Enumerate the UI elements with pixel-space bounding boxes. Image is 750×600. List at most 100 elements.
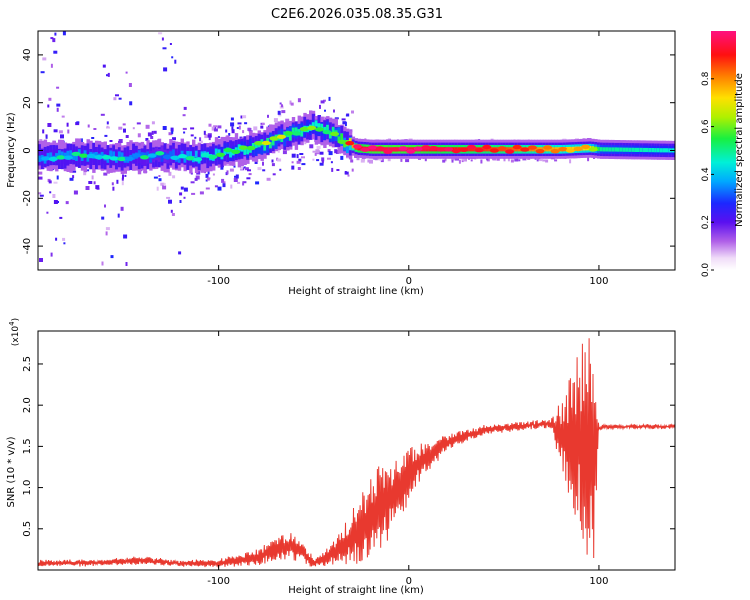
spectrogram-noise-cell xyxy=(334,149,338,154)
spectrogram-noise-cell xyxy=(367,159,370,163)
spectrogram-noise-cell xyxy=(237,181,241,184)
spectrogram-ridge-cell xyxy=(100,151,105,159)
spectrogram-noise-cell xyxy=(124,174,127,177)
spectrogram-ridge-cell xyxy=(89,152,93,165)
spectrogram-peak-cell xyxy=(63,155,73,160)
spectrogram-xtick-label: 0 xyxy=(406,276,412,287)
spectrogram-noise-cell xyxy=(122,174,124,179)
spectrogram-noise-cell xyxy=(255,181,260,185)
spectrogram-xlabel: Height of straight line (km) xyxy=(288,286,424,297)
spectrogram-noise-cell xyxy=(248,173,252,176)
spectrogram-noise-cell xyxy=(327,157,331,160)
spectrogram-noise-cell xyxy=(40,71,45,74)
spectrogram-noise-cell xyxy=(230,122,235,127)
spectrogram-peak-cell xyxy=(489,148,499,153)
spectrogram-peak-cell xyxy=(413,146,423,151)
colorbar-tick-label: 0.4 xyxy=(701,167,711,182)
spectrogram-noise-cell xyxy=(254,161,258,164)
spectrogram-noise-cell xyxy=(190,134,194,137)
spectrogram-ridge-cell xyxy=(619,147,624,152)
spectrogram-noise-cell xyxy=(301,156,305,159)
spectrogram-peak-cell xyxy=(398,146,408,151)
spectrogram-peak-cell xyxy=(86,153,96,159)
spectrogram-noise-cell xyxy=(87,169,90,172)
spectrogram-noise-cell xyxy=(113,97,117,101)
spectrogram-noise-cell xyxy=(244,167,249,171)
spectrogram-noise-cell xyxy=(273,118,278,123)
spectrogram-noise-cell xyxy=(281,104,283,108)
spectrogram-noise-cell xyxy=(125,135,129,138)
spectrogram-noise-cell xyxy=(50,252,53,257)
spectrogram-ridge-cell xyxy=(331,126,336,134)
spectrogram-noise-cell xyxy=(319,104,321,109)
spectrogram-noise-cell xyxy=(88,181,93,184)
spectrogram-ridge-cell xyxy=(112,151,116,158)
spectrogram-noise-cell xyxy=(277,158,282,162)
spectrogram-ridge-cell xyxy=(386,147,390,152)
spectrogram-noise-cell xyxy=(168,199,172,204)
spectrogram-peak-cell xyxy=(330,131,340,137)
spectrogram-peak-cell xyxy=(147,153,157,158)
spectrogram-noise-cell xyxy=(42,57,47,61)
spectrogram-noise-cell xyxy=(183,196,186,199)
snr-ytick-label: 2.0 xyxy=(22,397,33,413)
spectrogram-noise-cell xyxy=(166,196,171,199)
snr-ytick-label: 1.5 xyxy=(22,438,33,454)
spectrogram-noise-cell xyxy=(226,170,229,175)
spectrogram-peak-cell xyxy=(581,144,591,149)
spectrogram-peak-cell xyxy=(155,151,165,156)
spectrogram-noise-cell xyxy=(48,97,52,101)
spectrogram-noise-cell xyxy=(239,166,243,170)
spectrogram-ridge-cell xyxy=(451,147,455,152)
spectrogram-peak-cell xyxy=(102,155,111,160)
spectrogram-peak-cell xyxy=(162,154,172,160)
spectrogram-ridge-cell xyxy=(340,133,344,140)
spectrogram-noise-cell xyxy=(405,159,410,163)
spectrogram-noise-cell xyxy=(204,134,208,139)
spectrogram-noise-cell xyxy=(299,153,304,155)
spectrogram-noise-cell xyxy=(61,115,65,118)
spectrogram-noise-cell xyxy=(587,157,590,162)
spectrogram-noise-cell xyxy=(72,170,77,173)
spectrogram-noise-cell xyxy=(47,104,50,108)
spectrogram-noise-cell xyxy=(112,186,115,191)
spectrogram-noise-cell xyxy=(297,167,301,170)
spectrogram-noise-cell xyxy=(230,117,234,121)
spectrogram-noise-cell xyxy=(125,71,128,74)
spectrogram-noise-cell xyxy=(105,231,108,236)
spectrogram-ridge-cell xyxy=(346,140,350,154)
spectrogram-noise-cell xyxy=(103,172,108,176)
spectrogram-ridge-cell xyxy=(246,148,250,155)
spectrogram-noise-cell xyxy=(62,237,66,241)
spectrogram-peak-cell xyxy=(406,149,416,154)
spectrogram-noise-cell xyxy=(111,182,114,186)
spectrogram-noise-cell xyxy=(231,126,234,131)
spectrogram-noise-cell xyxy=(316,159,320,162)
spectrogram-noise-cell xyxy=(296,154,299,159)
spectrogram-noise-cell xyxy=(205,187,210,190)
spectrogram-noise-cell xyxy=(514,158,519,162)
spectrogram-ridge-cell xyxy=(317,123,321,130)
snr-series-line xyxy=(38,338,675,568)
spectrogram-noise-cell xyxy=(320,100,325,104)
spectrogram-noise-cell xyxy=(121,177,124,181)
spectrogram-noise-cell xyxy=(79,138,83,143)
snr-ytick-label: 2.5 xyxy=(22,356,33,372)
spectrogram-ridge-cell xyxy=(408,147,413,152)
spectrogram-noise-cell xyxy=(344,171,347,174)
spectrogram-noise-cell xyxy=(73,190,78,195)
colorbar-label: Normalized spectral amplitude xyxy=(734,73,745,227)
spectrogram-peak-cell xyxy=(246,145,256,151)
spectrogram-ridge-cell xyxy=(180,150,184,157)
colorbar-tick-label: 0.0 xyxy=(701,263,711,278)
spectrogram-ridge-cell xyxy=(160,155,164,162)
spectrogram-noise-cell xyxy=(145,124,150,129)
spectrogram-noise-cell xyxy=(312,150,317,153)
spectrogram-noise-cell xyxy=(191,192,196,195)
spectrogram-peak-cell xyxy=(223,147,233,153)
spectrogram-noise-cell xyxy=(217,186,222,191)
spectrogram-ridge-cell xyxy=(548,147,552,152)
spectrogram-ridge-cell xyxy=(608,147,612,152)
spectrogram-noise-cell xyxy=(444,158,447,162)
spectrogram-noise-cell xyxy=(116,179,119,184)
